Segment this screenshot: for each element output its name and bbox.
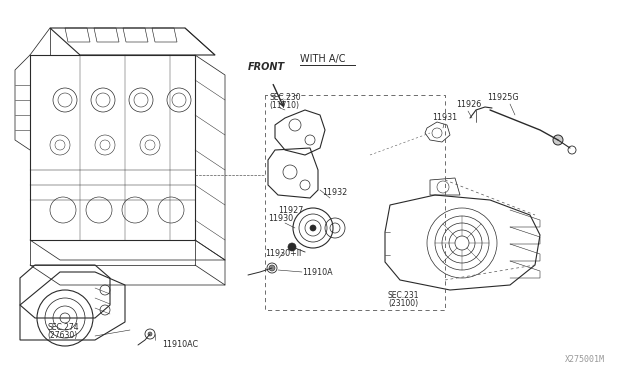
Circle shape	[148, 332, 152, 336]
Text: 11910AC: 11910AC	[162, 340, 198, 349]
Text: 11925G: 11925G	[487, 93, 518, 102]
Text: 11932: 11932	[322, 188, 348, 197]
Circle shape	[310, 225, 316, 231]
Text: 11930+II: 11930+II	[265, 249, 301, 258]
Text: WITH A/C: WITH A/C	[300, 54, 346, 64]
Text: (11710): (11710)	[269, 101, 299, 110]
Text: SEC.230: SEC.230	[269, 93, 301, 102]
Text: 11931: 11931	[432, 113, 457, 122]
Text: (27630): (27630)	[47, 331, 77, 340]
Circle shape	[269, 265, 275, 271]
Text: SEC.274: SEC.274	[47, 323, 79, 332]
Text: (23100): (23100)	[388, 299, 418, 308]
Circle shape	[288, 243, 296, 251]
Text: 11910A: 11910A	[302, 268, 333, 277]
Text: 11930: 11930	[268, 214, 293, 223]
Text: X275001M: X275001M	[565, 355, 605, 364]
Text: FRONT: FRONT	[248, 62, 285, 72]
Circle shape	[553, 135, 563, 145]
Text: 11927: 11927	[278, 206, 303, 215]
Text: 11926: 11926	[456, 100, 481, 109]
Text: SEC.231: SEC.231	[388, 291, 419, 300]
